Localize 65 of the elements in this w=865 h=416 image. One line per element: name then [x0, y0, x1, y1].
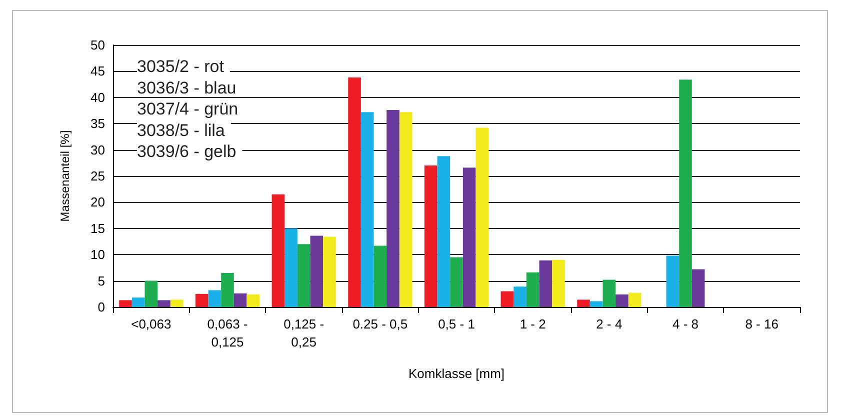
bar	[144, 280, 158, 307]
bar	[462, 168, 476, 307]
bar	[602, 280, 616, 307]
x-tick-label: 0,063 - 0,125	[207, 316, 248, 350]
bar	[437, 156, 450, 307]
bar	[297, 244, 310, 307]
bar	[424, 166, 438, 307]
bar	[246, 294, 260, 307]
x-tick-label: 0,125 - 0,25	[284, 316, 324, 350]
y-tick-label: 30	[90, 142, 105, 158]
annotation: 3035/2 - rot	[137, 57, 224, 76]
bar	[399, 112, 412, 307]
bar	[616, 294, 628, 307]
bar	[360, 112, 374, 307]
bar	[514, 286, 526, 307]
bar	[158, 300, 170, 307]
bar	[272, 194, 285, 307]
bar	[539, 260, 552, 307]
y-tick-label: 15	[90, 220, 105, 236]
x-tick-label: 8 - 16	[745, 316, 778, 332]
bar	[284, 228, 298, 307]
annotation: 3036/3 - blau	[137, 78, 236, 98]
bar	[500, 291, 514, 307]
bar	[119, 300, 132, 307]
bar	[195, 294, 208, 307]
bar	[628, 292, 642, 307]
annotation: 3039/6 - gelb	[137, 142, 236, 162]
bar	[692, 269, 705, 307]
annotation: 3037/4 - grün	[137, 100, 238, 119]
y-tick-label: 0	[98, 300, 105, 314]
x-tick-label: 4 - 8	[672, 316, 699, 332]
y-tick-label: 5	[98, 273, 105, 288]
y-tick-label: 45	[90, 64, 105, 79]
y-tick-label: 10	[90, 247, 105, 262]
bar	[132, 298, 145, 307]
bar	[208, 290, 222, 307]
bar	[679, 80, 692, 307]
annotation: 3038/5 - lila	[137, 120, 226, 140]
x-axis-title: Komklasse [mm]	[408, 366, 505, 381]
bar	[170, 300, 184, 307]
bar	[310, 236, 324, 307]
bar	[374, 246, 387, 307]
bar	[577, 300, 590, 307]
bar	[526, 272, 540, 307]
x-tick-label: 0.25 - 0,5	[352, 316, 408, 332]
bar	[590, 301, 603, 307]
bar	[450, 257, 463, 307]
x-tick-label: 2 - 4	[596, 316, 622, 332]
x-tick-label: 1 - 2	[520, 316, 546, 332]
bar	[348, 77, 361, 307]
y-tick-label: 35	[90, 116, 105, 132]
bar	[234, 293, 247, 307]
bar	[221, 272, 234, 307]
x-tick-label: <0,063	[131, 316, 172, 332]
y-tick-label: 50	[90, 38, 105, 52]
x-tick-label: 0,5 - 1	[438, 316, 475, 332]
bar	[386, 110, 400, 307]
y-tick-label: 25	[90, 168, 105, 184]
bar	[666, 256, 680, 307]
bar	[476, 128, 489, 307]
bar	[552, 260, 565, 307]
y-tick-label: 40	[90, 90, 105, 105]
bar	[323, 236, 336, 307]
y-tick-label: 20	[90, 194, 105, 210]
y-axis-title: Massenanteil [%]	[58, 130, 72, 222]
